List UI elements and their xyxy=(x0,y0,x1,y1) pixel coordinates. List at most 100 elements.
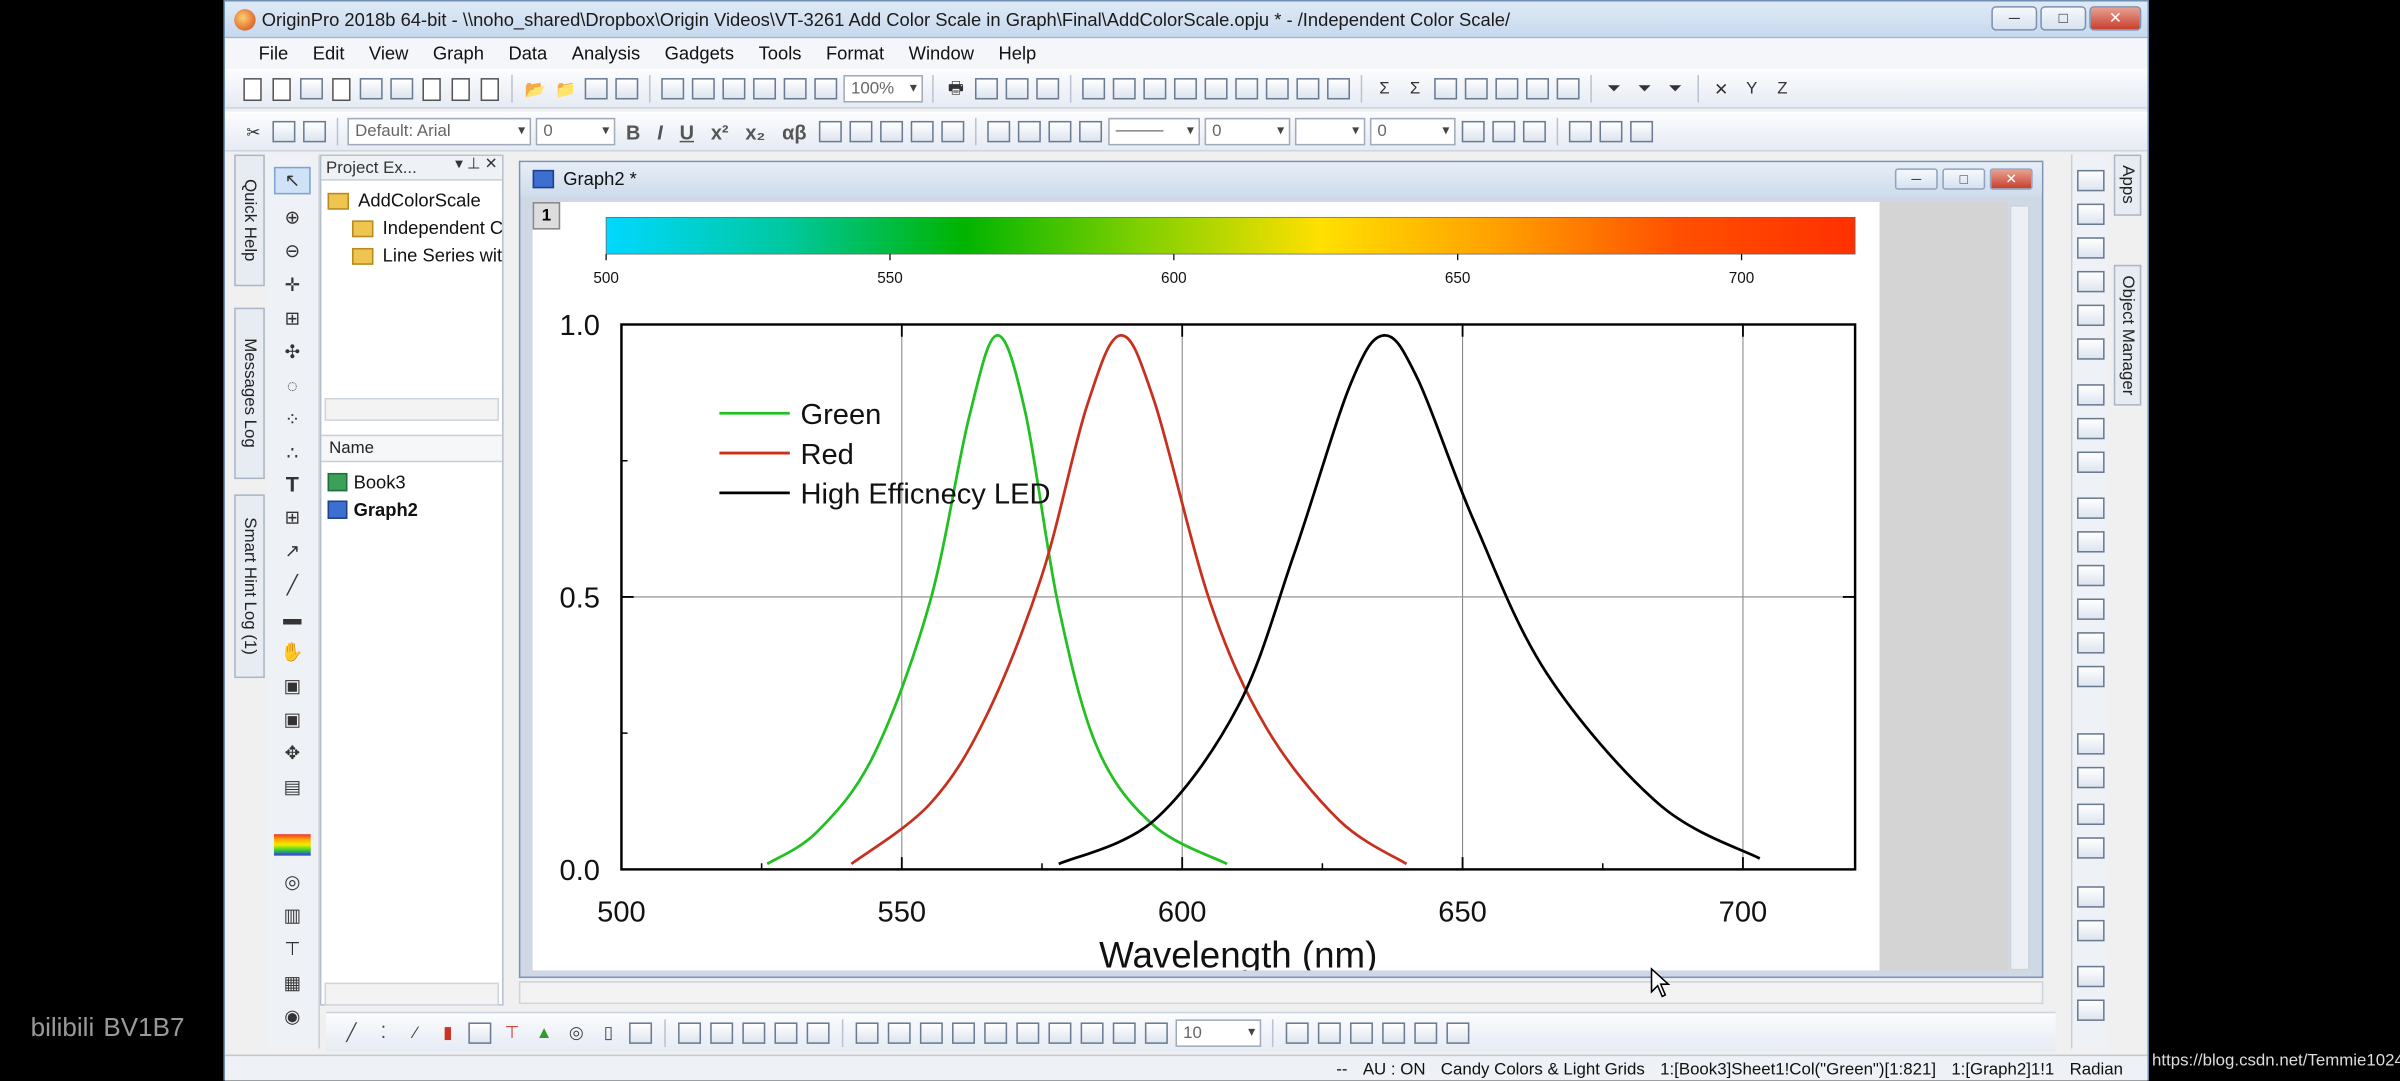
pattern-icon[interactable] xyxy=(910,120,934,143)
align-top-icon[interactable] xyxy=(2077,803,2105,825)
increase-font-icon[interactable] xyxy=(818,120,842,143)
set-x-icon[interactable]: ✕ xyxy=(1714,80,1729,99)
pattern-fill-icon[interactable] xyxy=(1017,120,1041,143)
open-template-icon[interactable]: 📁 xyxy=(555,80,577,99)
recalculate-icon[interactable] xyxy=(814,78,838,100)
grid-snap-icon[interactable] xyxy=(1317,1021,1341,1044)
align-left-icon[interactable] xyxy=(2077,733,2105,755)
font-size-combo[interactable]: 0 xyxy=(535,117,616,146)
plot-details-icon[interactable]: ◉ xyxy=(284,1005,301,1028)
plot-setup-icon[interactable] xyxy=(1296,78,1320,100)
error-bar-icon[interactable]: ⊤ xyxy=(504,1023,520,1043)
layer-management-icon[interactable] xyxy=(1446,1021,1470,1044)
flip-icon[interactable] xyxy=(1112,1021,1136,1044)
add-table-icon[interactable]: ⊞ xyxy=(284,506,301,529)
messages-log-tab[interactable]: Messages Log xyxy=(234,307,265,480)
new-layout-icon[interactable] xyxy=(451,77,470,101)
command-window-icon[interactable] xyxy=(1173,78,1197,100)
tree-folder-independent[interactable]: Independent C xyxy=(321,214,502,242)
insert-image-icon[interactable]: ▣ xyxy=(283,708,302,731)
layer-indicator[interactable]: 1 xyxy=(532,202,561,230)
same-height-icon[interactable] xyxy=(2077,999,2105,1021)
sort-icon[interactable] xyxy=(1434,78,1458,100)
group-icon[interactable] xyxy=(855,1021,879,1044)
rescale-icon[interactable] xyxy=(2077,169,2105,192)
move-tool-icon[interactable]: ✥ xyxy=(284,742,301,764)
border-icon[interactable] xyxy=(1492,120,1516,143)
screen-reader-icon[interactable]: ✛ xyxy=(284,273,301,296)
menu-help[interactable]: Help xyxy=(998,42,1037,65)
bold-button[interactable]: B xyxy=(626,120,641,144)
batch-icon[interactable] xyxy=(783,78,807,100)
superscript-button[interactable]: x² xyxy=(710,120,729,144)
distribute-v-icon[interactable] xyxy=(2077,919,2105,942)
italic-button[interactable]: I xyxy=(657,120,663,144)
same-width-icon[interactable] xyxy=(2077,965,2105,988)
pattern-size-combo[interactable]: 0 xyxy=(1369,117,1456,146)
subscript-button[interactable]: x₂ xyxy=(745,120,766,144)
list-item-graph2[interactable]: Graph2 xyxy=(327,496,418,524)
import-icon[interactable] xyxy=(661,78,685,100)
insert-graph-icon[interactable]: ▣ xyxy=(283,674,302,697)
table-format-icon[interactable] xyxy=(1522,120,1546,143)
quick-help-tab[interactable]: Quick Help xyxy=(234,154,265,287)
align-bottom-icon[interactable] xyxy=(2077,837,2105,859)
tree-scrollbar[interactable] xyxy=(324,397,499,421)
text-tool-icon[interactable]: T xyxy=(285,471,299,496)
menu-view[interactable]: View xyxy=(368,42,409,65)
align-obj-icon[interactable] xyxy=(1048,1021,1072,1044)
filter-toggle-icon[interactable]: ⏷ xyxy=(1668,78,1682,98)
paste-icon[interactable] xyxy=(303,120,327,143)
color-palette-icon[interactable] xyxy=(273,834,311,856)
pointer-tool-icon[interactable]: ↖ xyxy=(273,166,311,195)
line-style-combo[interactable]: ──── xyxy=(1108,117,1200,146)
arrow-tool-icon[interactable]: ↗ xyxy=(284,540,301,562)
new-project-icon[interactable] xyxy=(243,77,262,101)
zoom-out-tool-icon[interactable]: ⊖ xyxy=(284,240,301,262)
add-layer-icon[interactable] xyxy=(2077,417,2105,440)
hand-tool-icon[interactable]: ✋ xyxy=(280,641,304,663)
new-workbook-icon[interactable] xyxy=(299,78,323,100)
new-layer-icon[interactable] xyxy=(2077,384,2105,406)
polar-plot-icon[interactable]: ◎ xyxy=(568,1023,584,1043)
curve-icon[interactable] xyxy=(1556,78,1580,100)
sigma-icon[interactable]: Σ xyxy=(1379,79,1390,98)
object-manager-tab[interactable]: Object Manager xyxy=(2113,264,2142,406)
menu-data[interactable]: Data xyxy=(508,42,548,65)
import-ascii-icon[interactable] xyxy=(691,78,715,100)
menu-graph[interactable]: Graph xyxy=(432,42,484,65)
list-scrollbar[interactable] xyxy=(324,982,499,1006)
set-z-icon[interactable]: Z xyxy=(1777,79,1788,98)
project-explorer-icon[interactable] xyxy=(1143,78,1167,100)
graph-minimize-button[interactable]: ─ xyxy=(1894,168,1938,190)
contour-icon[interactable] xyxy=(742,1021,766,1044)
object-edit-icon[interactable] xyxy=(1349,1021,1373,1044)
mask-icon[interactable]: ⁘ xyxy=(284,408,301,431)
front-icon[interactable] xyxy=(919,1021,943,1044)
unmerge-icon[interactable] xyxy=(1599,120,1623,143)
graph-close-button[interactable]: ✕ xyxy=(1989,168,2033,190)
menu-format[interactable]: Format xyxy=(825,42,885,65)
data-selector-icon[interactable]: ⊞ xyxy=(284,307,301,330)
distribute-h-icon[interactable] xyxy=(2077,886,2105,908)
cut-icon[interactable]: ✂ xyxy=(246,123,261,142)
panel-buttons[interactable]: ▾ ⊥ ✕ xyxy=(455,156,498,173)
minimize-button[interactable]: ─ xyxy=(1991,6,2038,31)
bottom-size-combo[interactable]: 10 xyxy=(1175,1018,1262,1047)
zoom-combo[interactable]: 100% xyxy=(843,74,923,103)
import-multiple-icon[interactable] xyxy=(722,78,746,100)
axis-break-icon[interactable] xyxy=(2077,632,2105,654)
copy-icon[interactable] xyxy=(272,120,296,143)
table-icon[interactable] xyxy=(1265,78,1289,100)
copy-page-icon[interactable] xyxy=(1005,78,1029,100)
column-stats-icon[interactable] xyxy=(1464,78,1488,100)
underline-button[interactable]: U xyxy=(679,120,694,144)
multi-panel-icon[interactable] xyxy=(678,1021,702,1044)
import-wizard-icon[interactable] xyxy=(753,78,777,100)
top-axis-icon[interactable] xyxy=(2077,531,2105,553)
scatter-plot-icon[interactable]: ⁚ xyxy=(380,1023,387,1043)
new-graph-icon[interactable] xyxy=(390,78,414,100)
rotate-icon[interactable] xyxy=(1080,1021,1104,1044)
draw-data-icon[interactable]: ∴ xyxy=(286,442,299,464)
area-plot-icon[interactable]: ▲ xyxy=(535,1023,553,1042)
